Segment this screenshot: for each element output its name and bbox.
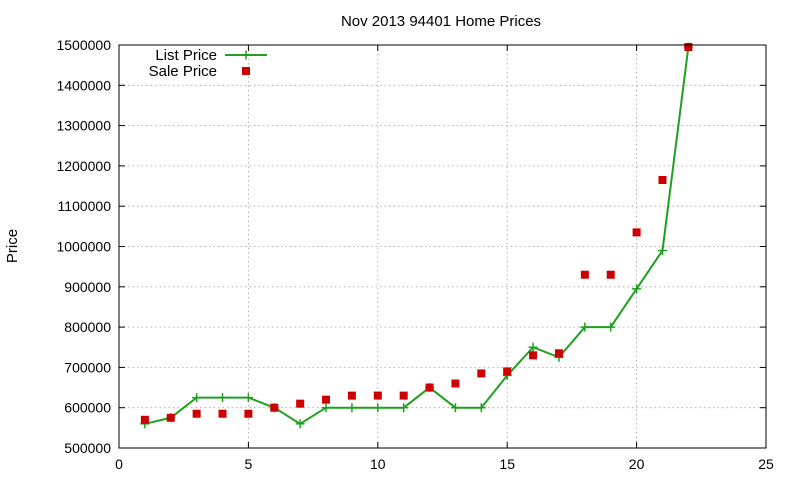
sale-price-point [140,415,149,424]
list-price-point [373,403,383,413]
list-price-point [657,246,667,256]
sale-price-point [218,409,227,418]
y-tick-label: 1200000 [56,158,111,174]
y-tick-label: 1500000 [56,37,111,53]
y-tick-label: 700000 [64,359,111,375]
sale-price-point [399,391,408,400]
sale-price-point [296,399,305,408]
list-price-point [321,403,331,413]
sale-price-point [425,383,434,392]
sale-price-point [503,367,512,376]
series-0 [140,42,693,429]
sale-price-point [580,270,589,279]
list-price-point [399,403,409,413]
sale-price-point [658,176,667,185]
y-tick-label: 1300000 [56,118,111,134]
x-tick-label: 20 [629,456,645,472]
series-1 [140,43,693,424]
list-price-point [192,393,202,403]
sale-price-point [373,391,382,400]
y-tick-label: 1000000 [56,239,111,255]
chart-title: Nov 2013 94401 Home Prices [341,13,541,30]
series-layer [140,42,693,429]
y-tick-labels: 500000 600000 700000 800000 900000 1000000 110… [56,37,111,456]
list-price-point [632,284,642,294]
sale-price-point [166,413,175,422]
legend-label: List Price [155,47,217,64]
sale-price-point [322,395,331,404]
plot-frame [118,44,767,449]
gridlines [119,45,766,448]
y-tick-label: 800000 [64,319,111,335]
list-price-point [580,322,590,332]
list-price-point [218,393,228,403]
list-price-point [243,393,253,403]
y-tick-label: 500000 [64,440,111,456]
sale-price-point [347,391,356,400]
sale-price-point [451,379,460,388]
sale-price-point [632,228,641,237]
legend-label: Sale Price [149,63,217,80]
sale-price-point [606,270,615,279]
y-tick-label: 1100000 [58,198,112,214]
sale-price-point [192,409,201,418]
y-axis-label: Price [4,229,21,263]
sale-price-point [529,351,538,360]
list-price-point [450,403,460,413]
legend-plus-swatch [241,50,251,60]
sale-price-point [477,369,486,378]
x-tick-label: 25 [758,456,774,472]
x-tick-label: 0 [115,456,123,472]
x-tick-labels: 0 5 10 15 20 25 [115,456,774,472]
y-tick-label: 1400000 [56,77,111,93]
list-price-point [476,403,486,413]
legend-square-swatch [242,67,250,75]
list-price-point [347,403,357,413]
sale-price-point [270,403,279,412]
list-price-point [606,322,616,332]
y-tick-label: 900000 [64,279,111,295]
sale-price-point [554,349,563,358]
sale-price-point [244,409,253,418]
x-tick-label: 5 [245,456,253,472]
x-tick-label: 10 [370,456,386,472]
list-price-point [528,342,538,352]
sale-price-point [684,43,693,52]
y-tick-label: 600000 [64,400,111,416]
list-price-point [295,419,305,429]
x-tick-label: 15 [499,456,515,472]
list-price-line [144,46,690,425]
